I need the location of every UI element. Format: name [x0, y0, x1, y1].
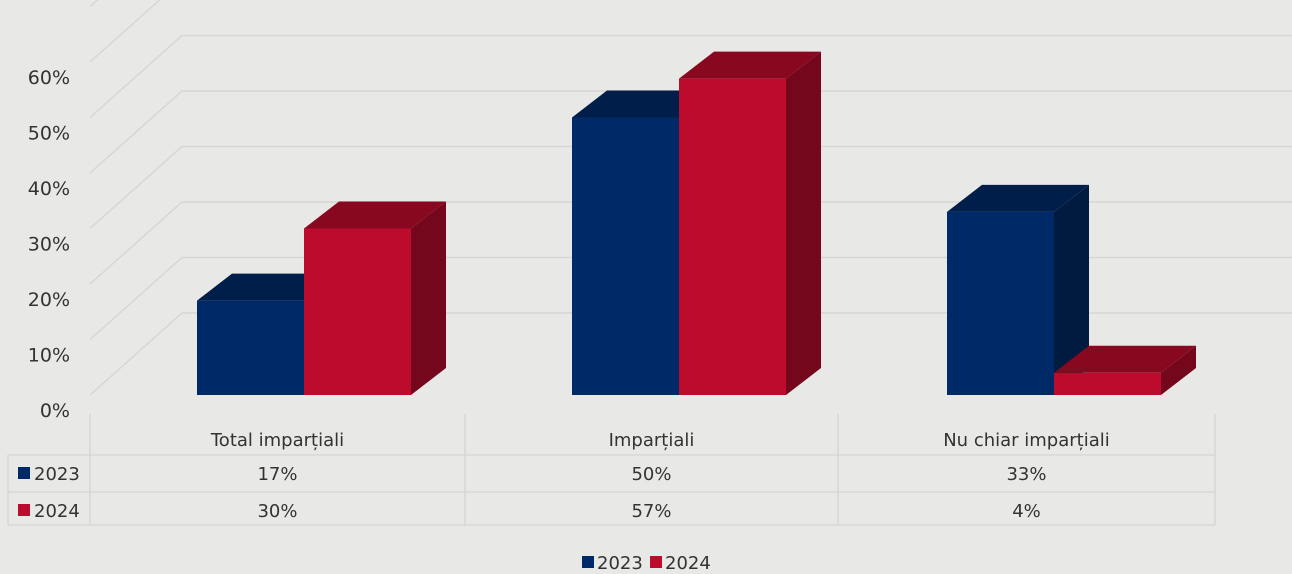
legend: 2023 2024: [582, 553, 711, 574]
table-cell-value: 4%: [1012, 501, 1041, 522]
y-tick-label: 50%: [28, 123, 70, 145]
y-tick-label: 10%: [28, 345, 70, 367]
gridline: [89, 34, 1292, 119]
gridline: [89, 90, 1292, 174]
gridline: [89, 312, 1292, 396]
y-tick-label: 40%: [28, 178, 70, 200]
legend-swatch: [650, 556, 662, 568]
gridline: [89, 0, 99, 8]
y-tick-label: 20%: [28, 289, 70, 311]
table-series-key: [18, 467, 30, 479]
gridlines: [89, 0, 1292, 396]
bars: [197, 51, 1196, 396]
y-axis-ticks: 0% 10% 20% 30% 40% 50% 60%: [28, 67, 70, 422]
data-table: Total imparțiali Imparțiali Nu chiar impar…: [7, 414, 1216, 526]
table-cell-value: 17%: [257, 464, 297, 485]
y-tick-label: 0%: [40, 400, 70, 422]
table-series-key: [18, 504, 30, 516]
legend-label: 2024: [665, 553, 711, 574]
legend-label: 2023: [597, 553, 643, 574]
y-tick-label: 60%: [28, 67, 70, 89]
gridline: [89, 256, 1292, 341]
bar-2024-0: [304, 201, 446, 395]
table-cell-value: 33%: [1006, 464, 1046, 485]
bar-2023-2: [947, 184, 1089, 395]
table-cell-value: 57%: [631, 501, 671, 522]
table-series-name: 2023: [34, 464, 80, 485]
category-label: Nu chiar imparțiali: [943, 430, 1110, 451]
bar-2024-2: [1054, 345, 1196, 395]
gridline: [89, 0, 161, 63]
y-tick-label: 30%: [28, 234, 70, 256]
legend-swatch: [582, 556, 594, 568]
table-series-name: 2024: [34, 501, 80, 522]
category-label: Total imparțiali: [210, 430, 344, 451]
table-cell-value: 30%: [257, 501, 297, 522]
table-cell-value: 50%: [631, 464, 671, 485]
bar-2024-1: [679, 51, 821, 396]
gridline: [89, 201, 1292, 285]
category-label: Imparțiali: [609, 430, 695, 451]
gridline: [89, 145, 1292, 230]
